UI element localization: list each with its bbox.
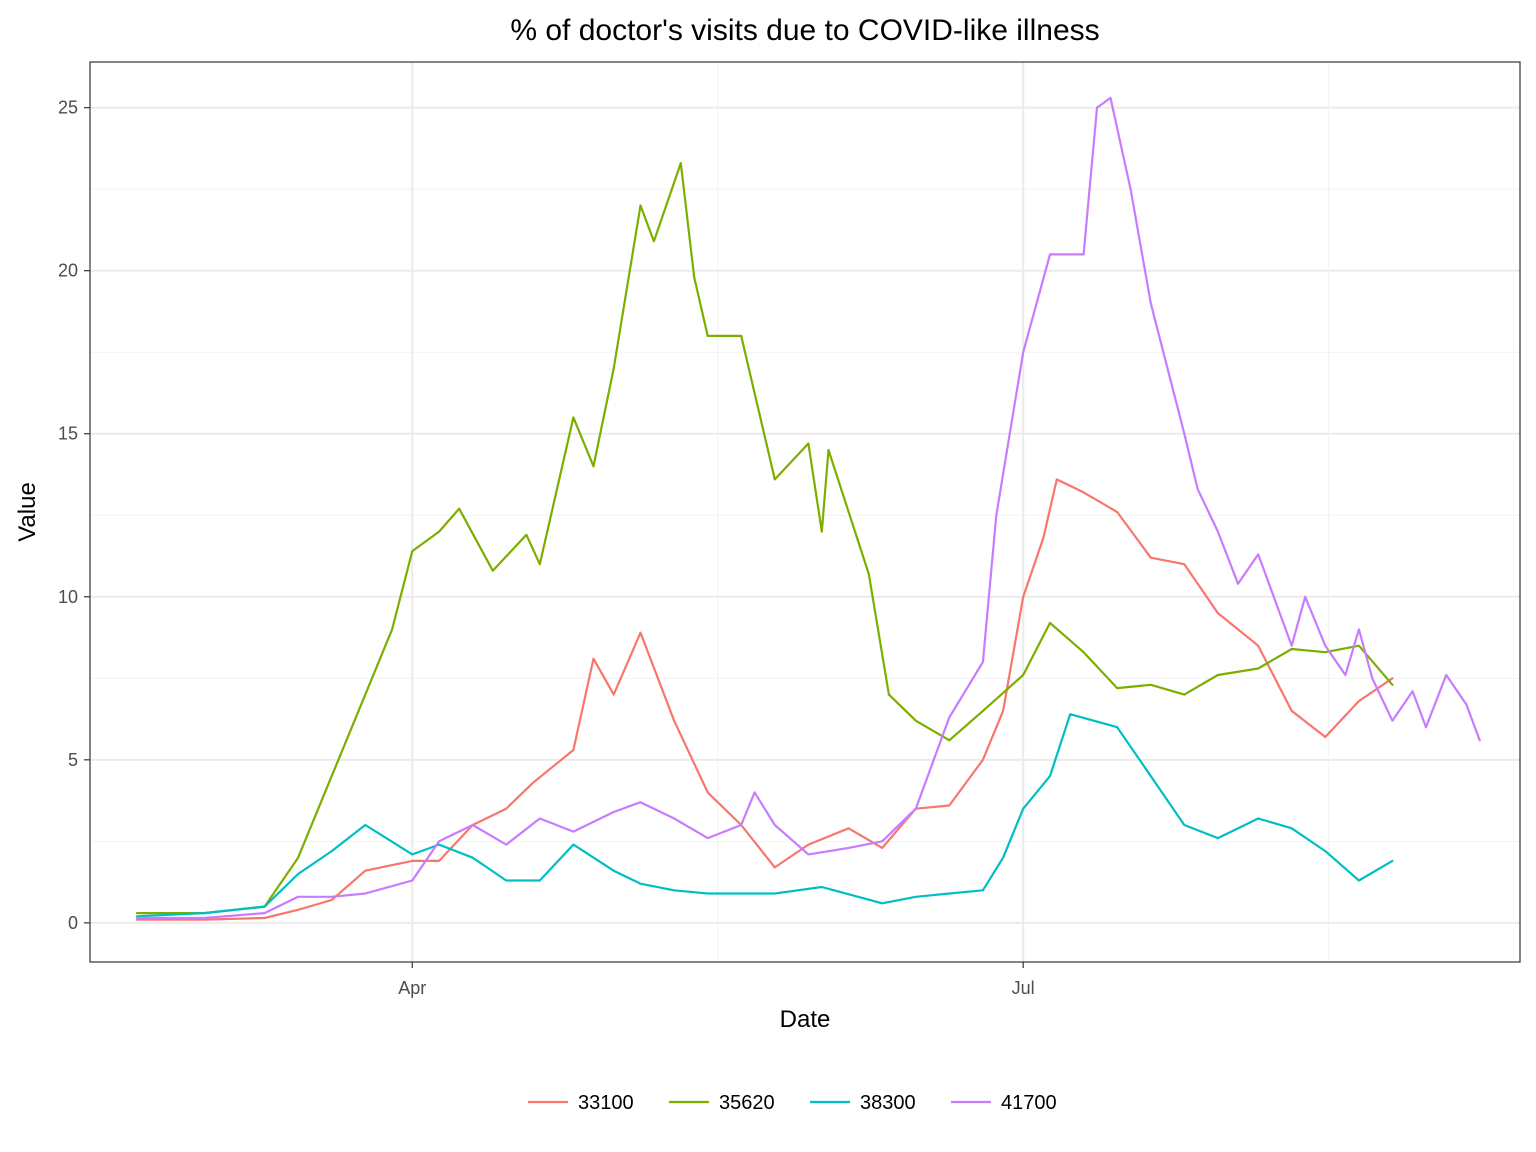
x-tick-label: Apr (398, 978, 426, 998)
chart-title: % of doctor's visits due to COVID-like i… (510, 14, 1099, 47)
legend-label: 33100 (578, 1092, 634, 1114)
grid (90, 62, 1520, 962)
y-tick-label: 25 (58, 98, 78, 118)
legend-label: 41700 (1001, 1092, 1057, 1114)
y-tick-label: 15 (58, 424, 78, 444)
y-axis: 0 5 10 15 20 25 (58, 98, 90, 933)
legend-item-41700: 41700 (951, 1092, 1057, 1114)
legend: 33100 35620 38300 41700 (528, 1092, 1057, 1114)
legend-item-35620: 35620 (669, 1092, 775, 1114)
x-axis-title: Date (780, 1006, 831, 1033)
series-line-33100 (135, 478, 1394, 921)
y-tick-label: 20 (58, 261, 78, 281)
legend-item-38300: 38300 (810, 1092, 916, 1114)
legend-label: 35620 (719, 1092, 775, 1114)
x-axis: Apr Jul (398, 962, 1035, 998)
panel-border (89, 61, 1521, 963)
legend-item-33100: 33100 (528, 1092, 634, 1114)
x-tick-label: Jul (1012, 978, 1035, 998)
series-line-35620 (135, 162, 1394, 915)
series-line-38300 (135, 713, 1394, 918)
y-tick-label: 5 (68, 750, 78, 770)
series-lines (135, 96, 1481, 921)
y-axis-title: Value (14, 482, 41, 542)
y-tick-label: 10 (58, 587, 78, 607)
series-line-41700 (135, 96, 1481, 920)
y-tick-label: 0 (68, 913, 78, 933)
legend-label: 38300 (860, 1092, 916, 1114)
